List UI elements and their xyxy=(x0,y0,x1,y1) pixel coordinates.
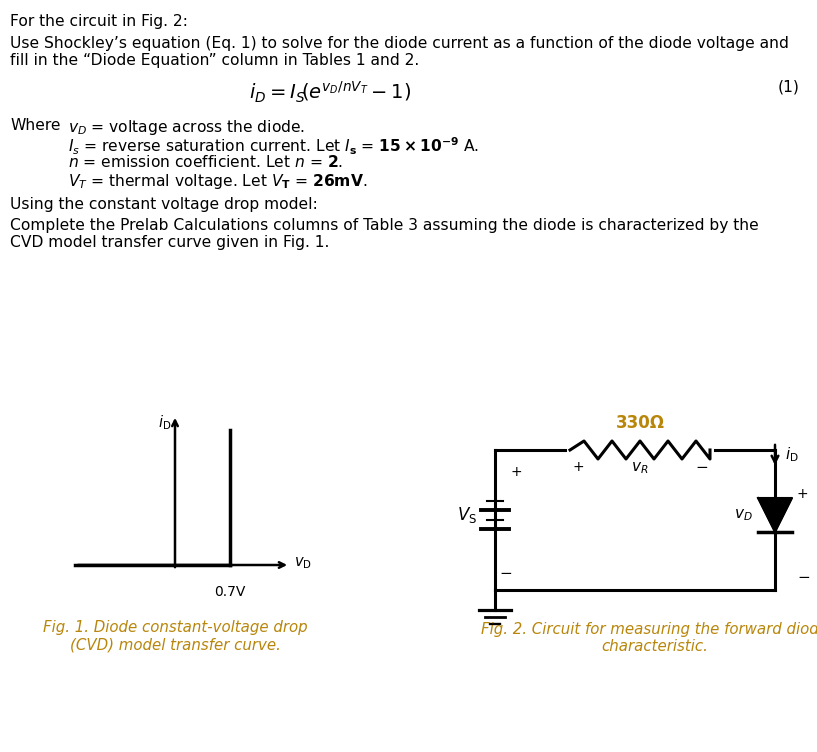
Text: For the circuit in Fig. 2:: For the circuit in Fig. 2: xyxy=(10,14,188,29)
Text: $v_D$: $v_D$ xyxy=(734,507,753,523)
Text: $V_\mathrm{S}$: $V_\mathrm{S}$ xyxy=(457,505,477,525)
Text: −: − xyxy=(499,566,511,581)
Text: (1): (1) xyxy=(778,80,800,95)
Text: $V_T$ = thermal voltage. Let $\mathbf{\mathit{V}_T}$ = $\mathbf{26mV}$.: $V_T$ = thermal voltage. Let $\mathbf{\m… xyxy=(68,172,368,191)
Text: Complete the Prelab Calculations columns of Table 3 assuming the diode is charac: Complete the Prelab Calculations columns… xyxy=(10,218,759,233)
Text: +: + xyxy=(797,487,809,501)
Text: Using the constant voltage drop model:: Using the constant voltage drop model: xyxy=(10,197,318,212)
Text: $v_\mathrm{D}$: $v_\mathrm{D}$ xyxy=(294,555,312,571)
Text: $n$ = emission coefficient. Let $\mathbf{\mathit{n}}$ = $\mathbf{2}$.: $n$ = emission coefficient. Let $\mathbf… xyxy=(68,154,343,170)
Text: fill in the “Diode Equation” column in Tables 1 and 2.: fill in the “Diode Equation” column in T… xyxy=(10,53,419,68)
Text: $i_D = I_S\!\left(e^{v_D/nV_T} -1\right)$: $i_D = I_S\!\left(e^{v_D/nV_T} -1\right)… xyxy=(249,80,411,105)
Text: $i_\mathrm{D}$: $i_\mathrm{D}$ xyxy=(158,413,171,432)
Text: +: + xyxy=(572,460,584,474)
Text: Where: Where xyxy=(10,118,60,133)
Text: $v_D$ = voltage across the diode.: $v_D$ = voltage across the diode. xyxy=(68,118,306,137)
Text: $I_s$ = reverse saturation current. Let $\mathbf{\mathit{I}_s}$ = $\mathbf{15 \t: $I_s$ = reverse saturation current. Let … xyxy=(68,136,479,157)
Text: $v_R$: $v_R$ xyxy=(632,460,649,476)
Text: +: + xyxy=(511,465,523,479)
Text: −: − xyxy=(797,571,810,586)
Text: Use Shockley’s equation (Eq. 1) to solve for the diode current as a function of : Use Shockley’s equation (Eq. 1) to solve… xyxy=(10,36,789,51)
Polygon shape xyxy=(758,498,792,532)
Text: Fig. 2. Circuit for measuring the forward diode
characteristic.: Fig. 2. Circuit for measuring the forwar… xyxy=(481,622,817,654)
Text: CVD model transfer curve given in Fig. 1.: CVD model transfer curve given in Fig. 1… xyxy=(10,235,329,250)
Text: 330Ω: 330Ω xyxy=(615,414,664,432)
Text: Fig. 1. Diode constant-voltage drop
(CVD) model transfer curve.: Fig. 1. Diode constant-voltage drop (CVD… xyxy=(42,620,307,653)
Text: $i_\mathrm{D}$: $i_\mathrm{D}$ xyxy=(785,446,799,464)
Text: 0.7V: 0.7V xyxy=(214,585,246,599)
Text: −: − xyxy=(695,460,708,475)
